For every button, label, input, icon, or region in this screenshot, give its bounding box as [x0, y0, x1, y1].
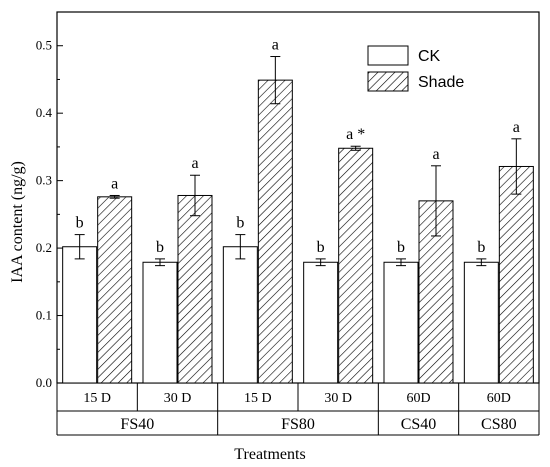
y-tick-label: 0.5: [36, 38, 52, 53]
y-tick-label: 0.3: [36, 173, 52, 188]
bar-shade: [338, 147, 374, 384]
x-tick-label: 60D: [487, 391, 511, 406]
significance-label-shade: a: [272, 37, 279, 54]
significance-label-shade: a *: [346, 126, 365, 143]
y-axis-label: IAA content (ng/g): [9, 161, 26, 283]
bar-ck: [383, 261, 419, 384]
significance-label-ck: b: [76, 215, 84, 232]
x-axis: 15 D 30 D 15 D 30 D 60D 60D FS40 FS80 CS40 CS80: [56, 383, 540, 436]
bar-ck: [303, 261, 339, 384]
bar-shade: [177, 194, 213, 384]
y-tick-label: 0.1: [36, 308, 52, 323]
bar-ck: [222, 246, 258, 384]
bar-ck: [142, 261, 178, 384]
significance-label-ck: b: [317, 239, 325, 256]
significance-label-shade: a: [513, 119, 520, 136]
group-label: FS80: [281, 416, 315, 433]
bars: b b b b b b a a a a * a a: [62, 37, 534, 384]
significance-label-shade: a: [111, 175, 118, 192]
bar-ck: [62, 246, 98, 384]
x-tick-label: 30 D: [164, 391, 192, 406]
legend-label-shade: Shade: [418, 74, 464, 91]
legend-swatch-shade: [367, 71, 409, 92]
x-tick-label: 60D: [406, 391, 430, 406]
bar-shade: [97, 196, 133, 384]
significance-label-ck: b: [397, 239, 405, 256]
y-tick-label: 0.0: [36, 375, 52, 390]
x-tick-label: 15 D: [244, 391, 272, 406]
group-label: CS40: [401, 416, 437, 433]
legend: CK Shade: [367, 45, 464, 92]
y-axis: 0.0 0.1 0.2 0.3 0.4 0.5: [36, 38, 63, 390]
bar-ck: [463, 261, 499, 384]
legend-label-ck: CK: [418, 48, 441, 65]
x-axis-label: Treatments: [234, 446, 305, 463]
x-tick-label: 15 D: [83, 391, 111, 406]
bar-shade: [498, 165, 534, 384]
group-label: CS80: [481, 416, 517, 433]
significance-label-shade: a: [191, 155, 198, 172]
significance-label-ck: b: [156, 239, 164, 256]
significance-label-ck: b: [236, 215, 244, 232]
significance-label-shade: a: [432, 146, 439, 163]
legend-swatch-ck: [367, 45, 409, 66]
bar-shade: [257, 79, 293, 384]
group-label: FS40: [120, 416, 154, 433]
significance-label-ck: b: [477, 239, 485, 256]
x-tick-label: 30 D: [324, 391, 352, 406]
y-tick-label: 0.2: [36, 240, 52, 255]
y-tick-label: 0.4: [36, 105, 53, 120]
